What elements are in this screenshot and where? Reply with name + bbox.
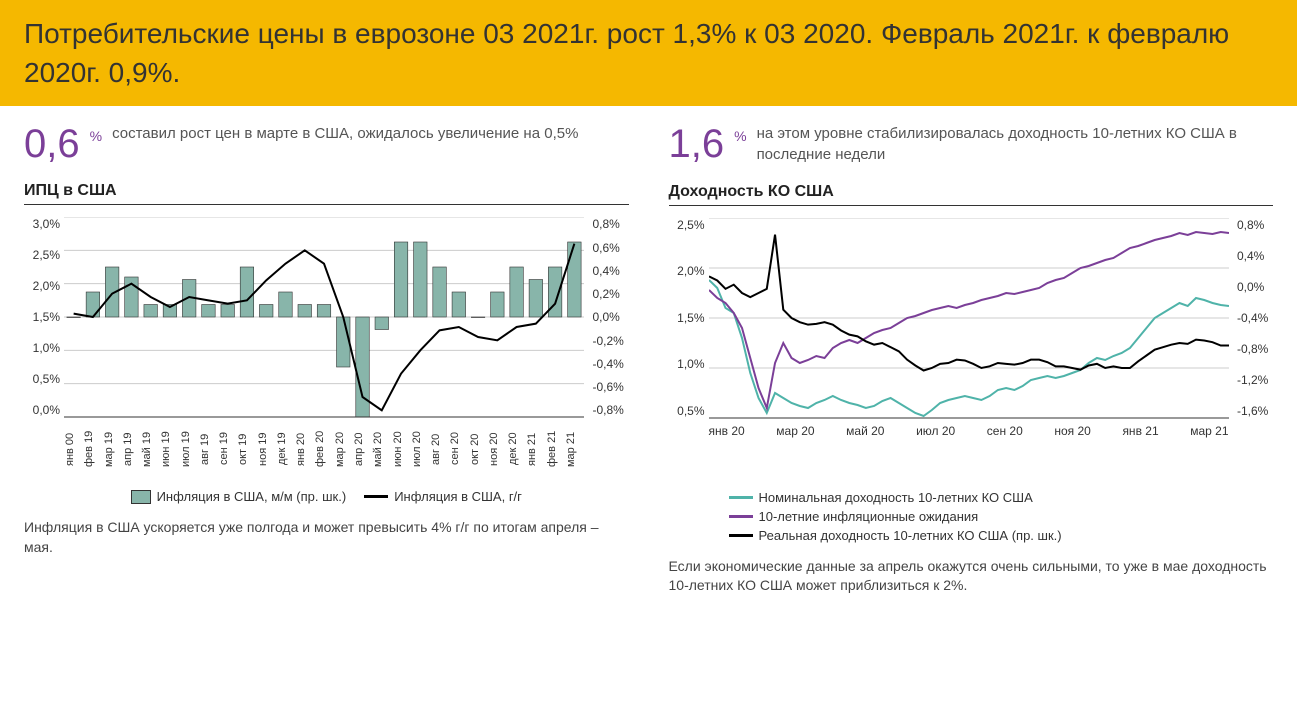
right-legend: Номинальная доходность 10-летних КО США … [729,490,1274,543]
content-row: 0,6 % составил рост цен в марте в США, о… [0,106,1297,614]
line-swatch-icon [729,534,753,537]
right-chart: 2,5%2,0%1,5%1,0%0,5% 0,8%0,4%0,0%-0,4%-0… [669,218,1274,478]
left-stat-number: 0,6 [24,124,80,164]
right-stat: 1,6 % на этом уровне стабилизировалась д… [669,124,1274,165]
left-column: 0,6 % составил рост цен в марте в США, о… [24,124,629,596]
left-legend-bars: Инфляция в США, м/м (пр. шк.) [131,489,347,504]
right-stat-text: на этом уровне стабилизировалась доходно… [757,124,1273,165]
right-chart-title: Доходность КО США [669,183,1274,206]
bar-swatch-icon [131,490,151,504]
left-legend1-label: Инфляция в США, м/м (пр. шк.) [157,489,347,504]
line-swatch-icon [729,496,753,499]
right-legend3-label: Реальная доходность 10-летних КО США (пр… [759,528,1062,543]
left-legend-line: Инфляция в США, г/г [364,489,522,504]
left-legend: Инфляция в США, м/м (пр. шк.) Инфляция в… [24,489,629,504]
right-stat-percent: % [734,128,746,144]
left-chart: 3,0%2,5%2,0%1,5%1,0%0,5%0,0% 0,8%0,6%0,4… [24,217,629,477]
right-legend-nominal: Номинальная доходность 10-летних КО США [729,490,1033,505]
right-column: 1,6 % на этом уровне стабилизировалась д… [669,124,1274,596]
right-stat-number: 1,6 [669,124,725,164]
right-footnote: Если экономические данные за апрель окаж… [669,557,1274,596]
left-stat-text: составил рост цен в марте в США, ожидало… [112,124,628,144]
line-swatch-icon [364,495,388,498]
right-legend-real: Реальная доходность 10-летних КО США (пр… [729,528,1062,543]
page-title: Потребительские цены в еврозоне 03 2021г… [0,0,1297,106]
line-swatch-icon [729,515,753,518]
left-footnote: Инфляция в США ускоряется уже полгода и … [24,518,629,557]
right-legend1-label: Номинальная доходность 10-летних КО США [759,490,1033,505]
left-stat-percent: % [90,128,102,144]
left-stat: 0,6 % составил рост цен в марте в США, о… [24,124,629,164]
right-legend-inflation: 10-летние инфляционные ожидания [729,509,979,524]
left-chart-title: ИПЦ в США [24,182,629,205]
right-legend2-label: 10-летние инфляционные ожидания [759,509,979,524]
left-legend2-label: Инфляция в США, г/г [394,489,522,504]
